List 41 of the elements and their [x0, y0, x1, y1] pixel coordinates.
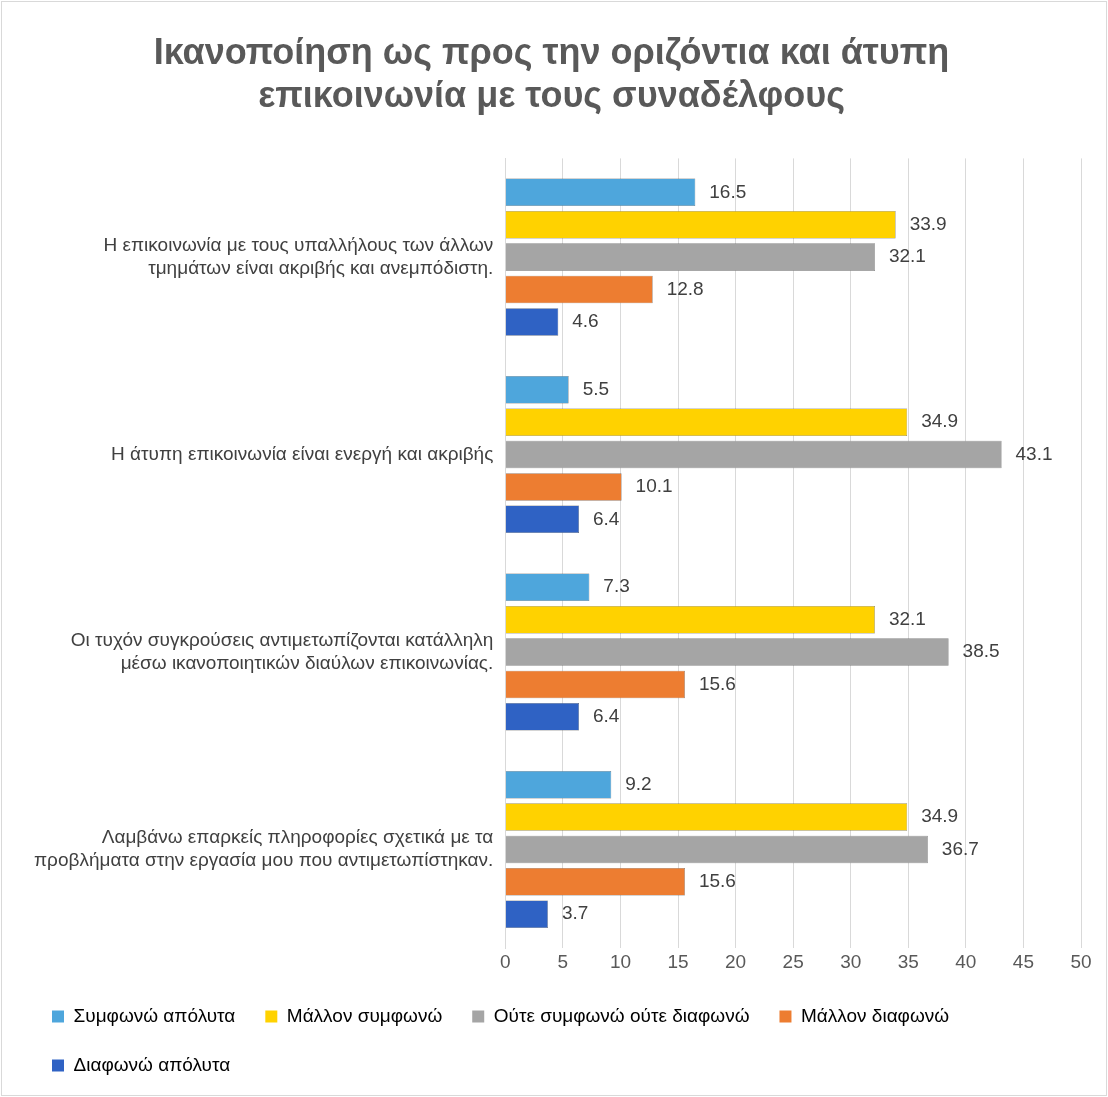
data-label: 12.8 [666, 277, 704, 299]
data-label: 5.5 [582, 378, 610, 400]
data-label: 15.6 [698, 870, 736, 892]
data-label: 32.1 [888, 245, 926, 267]
x-tick-label: 40 [955, 950, 977, 972]
legend-label: Διαφωνώ απόλυτα [73, 1053, 231, 1075]
x-tick-label: 20 [725, 950, 747, 972]
x-tick-label: 0 [500, 950, 511, 972]
data-label: 36.7 [941, 837, 979, 859]
y-tick-label: Η επικοινωνία με τους υπαλλήλους των άλλων τμημάτων είναι ακριβής και ανεμπόδιστη. [103, 233, 494, 278]
x-tick-label: 15 [667, 950, 689, 972]
legend-label: Συμφωνώ απόλυτα [73, 1004, 236, 1026]
data-label: 34.9 [921, 410, 959, 432]
chart-title: Ικανοποίηση ως προς την οριζόντια και άτυπη επικοινωνία με τους συναδέλφους [153, 30, 950, 115]
data-label: 3.7 [561, 902, 589, 924]
x-tick-label: 50 [1070, 950, 1092, 972]
data-label: 9.2 [625, 772, 652, 794]
legend-label: Μάλλον συμφωνώ [286, 1004, 443, 1026]
data-label: 43.1 [1015, 442, 1053, 464]
legend-label: Μάλλον διαφωνώ [800, 1004, 950, 1026]
y-tick-label: Η άτυπη επικοινωνία είναι ενεργή και ακριβής [111, 442, 494, 464]
x-tick-label: 35 [897, 950, 919, 972]
data-label: 15.6 [698, 672, 736, 694]
data-label: 16.5 [709, 180, 747, 202]
data-label: 34.9 [921, 805, 959, 827]
x-tick-label: 30 [840, 950, 862, 972]
legend-label: Ούτε συμφωνώ ούτε διαφωνώ [493, 1004, 750, 1026]
data-label: 6.4 [593, 507, 620, 529]
data-label: 7.3 [603, 575, 630, 597]
data-label: 32.1 [888, 607, 926, 629]
y-tick-label: Οι τυχόν συγκρούσεις αντιμετωπίζονται κατάλληλη μέσω ικανοποιητικών διαύλων επικοινωνίας. [70, 628, 494, 673]
data-label: 4.6 [572, 310, 599, 332]
data-label: 38.5 [962, 640, 1000, 662]
data-label: 33.9 [909, 212, 947, 234]
data-label: 10.1 [635, 475, 673, 497]
x-tick-label: 25 [782, 950, 804, 972]
x-tick-label: 45 [1012, 950, 1034, 972]
data-label: 6.4 [593, 705, 620, 727]
x-tick-label: 5 [557, 950, 569, 972]
x-tick-label: 10 [609, 950, 632, 972]
y-tick-label: Λαμβάνω επαρκείς πληροφορίες σχετικά με τα προβλήματα στην εργασία μου που αντιμετωπίστηκαν. [34, 826, 494, 871]
